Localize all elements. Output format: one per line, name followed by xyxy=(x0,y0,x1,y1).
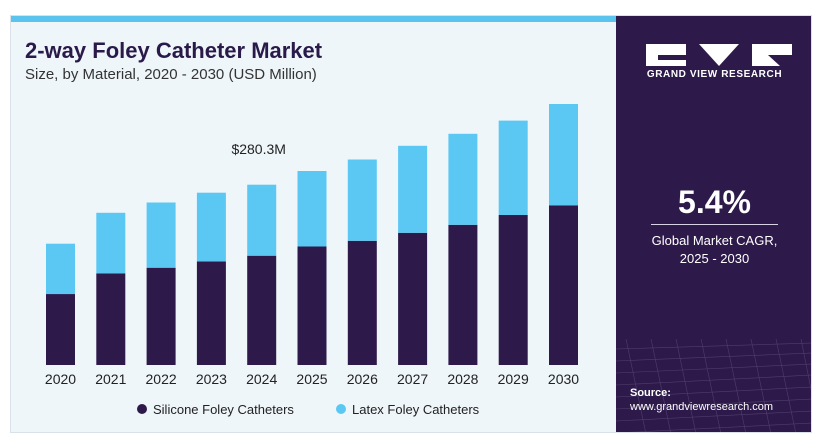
chart-title: 2-way Foley Catheter Market xyxy=(25,38,323,63)
x-tick-label-2022: 2022 xyxy=(146,371,177,387)
chart-card: 2-way Foley Catheter Market Size, by Mat… xyxy=(10,15,812,433)
bar-latex-2029 xyxy=(498,120,528,215)
bar-silicone-2027 xyxy=(398,232,428,365)
grand-view-research-logo xyxy=(646,44,792,66)
bar-latex-2024 xyxy=(247,184,277,256)
bar-silicone-2026 xyxy=(347,240,377,365)
source-link[interactable]: www.grandviewresearch.com xyxy=(630,401,774,413)
sidebar-panel: GRAND VIEW RESEARCH 5.4% Global Market C… xyxy=(616,16,811,432)
bar-latex-2020 xyxy=(46,243,75,295)
source-label: Source: xyxy=(630,387,671,399)
bar-silicone-2029 xyxy=(498,215,528,365)
bar-latex-2030 xyxy=(549,104,578,206)
legend-label-latex: Latex Foley Catheters xyxy=(352,402,480,417)
bar-silicone-2022 xyxy=(146,267,176,365)
bar-latex-2025 xyxy=(297,171,327,247)
x-tick-label-2023: 2023 xyxy=(196,371,227,387)
x-tick-label-2029: 2029 xyxy=(498,371,529,387)
bar-silicone-2024 xyxy=(247,255,277,365)
brand-name: GRAND VIEW RESEARCH xyxy=(646,69,783,80)
bar-latex-2021 xyxy=(96,212,126,274)
mesh-decoration xyxy=(616,339,811,432)
legend-marker-silicone xyxy=(137,404,147,414)
chart-subtitle: Size, by Material, 2020 - 2030 (USD Mill… xyxy=(25,66,317,83)
bar-latex-2028 xyxy=(448,133,478,225)
x-tick-label-2030: 2030 xyxy=(548,371,579,387)
bar-silicone-2028 xyxy=(448,224,478,365)
x-tick-label-2021: 2021 xyxy=(95,371,126,387)
bar-latex-2026 xyxy=(347,159,377,241)
bar-silicone-2023 xyxy=(196,261,226,365)
bar-silicone-2030 xyxy=(549,205,578,365)
cagr-divider xyxy=(651,224,778,225)
cagr-value: 5.4% xyxy=(678,184,751,220)
accent-line xyxy=(11,16,616,22)
bar-latex-2023 xyxy=(196,192,226,262)
cagr-label-line1: Global Market CAGR, xyxy=(651,233,778,248)
cagr-label: Global Market CAGR, 2025 - 2030 xyxy=(616,232,811,268)
bar-chart: 2020 2021 2022 2023 2024 2025 2026 2027 2028 2029… xyxy=(45,104,579,417)
x-tick-label-2024: 2024 xyxy=(246,371,277,387)
x-tick-label-2026: 2026 xyxy=(347,371,378,387)
x-tick-label-2020: 2020 xyxy=(45,371,76,387)
bar-silicone-2020 xyxy=(46,294,75,365)
x-tick-label-2025: 2025 xyxy=(296,371,327,387)
x-tick-label-2028: 2028 xyxy=(447,371,478,387)
bar-latex-2022 xyxy=(146,202,176,268)
bar-latex-2027 xyxy=(398,145,428,233)
bar-silicone-2025 xyxy=(297,246,327,365)
legend-label-silicone: Silicone Foley Catheters xyxy=(153,402,294,417)
bar-silicone-2021 xyxy=(96,273,126,365)
annotation-value: $280.3M xyxy=(231,141,285,157)
legend-marker-latex xyxy=(336,404,346,414)
cagr-label-line2: 2025 - 2030 xyxy=(679,251,750,266)
x-tick-label-2027: 2027 xyxy=(397,371,428,387)
